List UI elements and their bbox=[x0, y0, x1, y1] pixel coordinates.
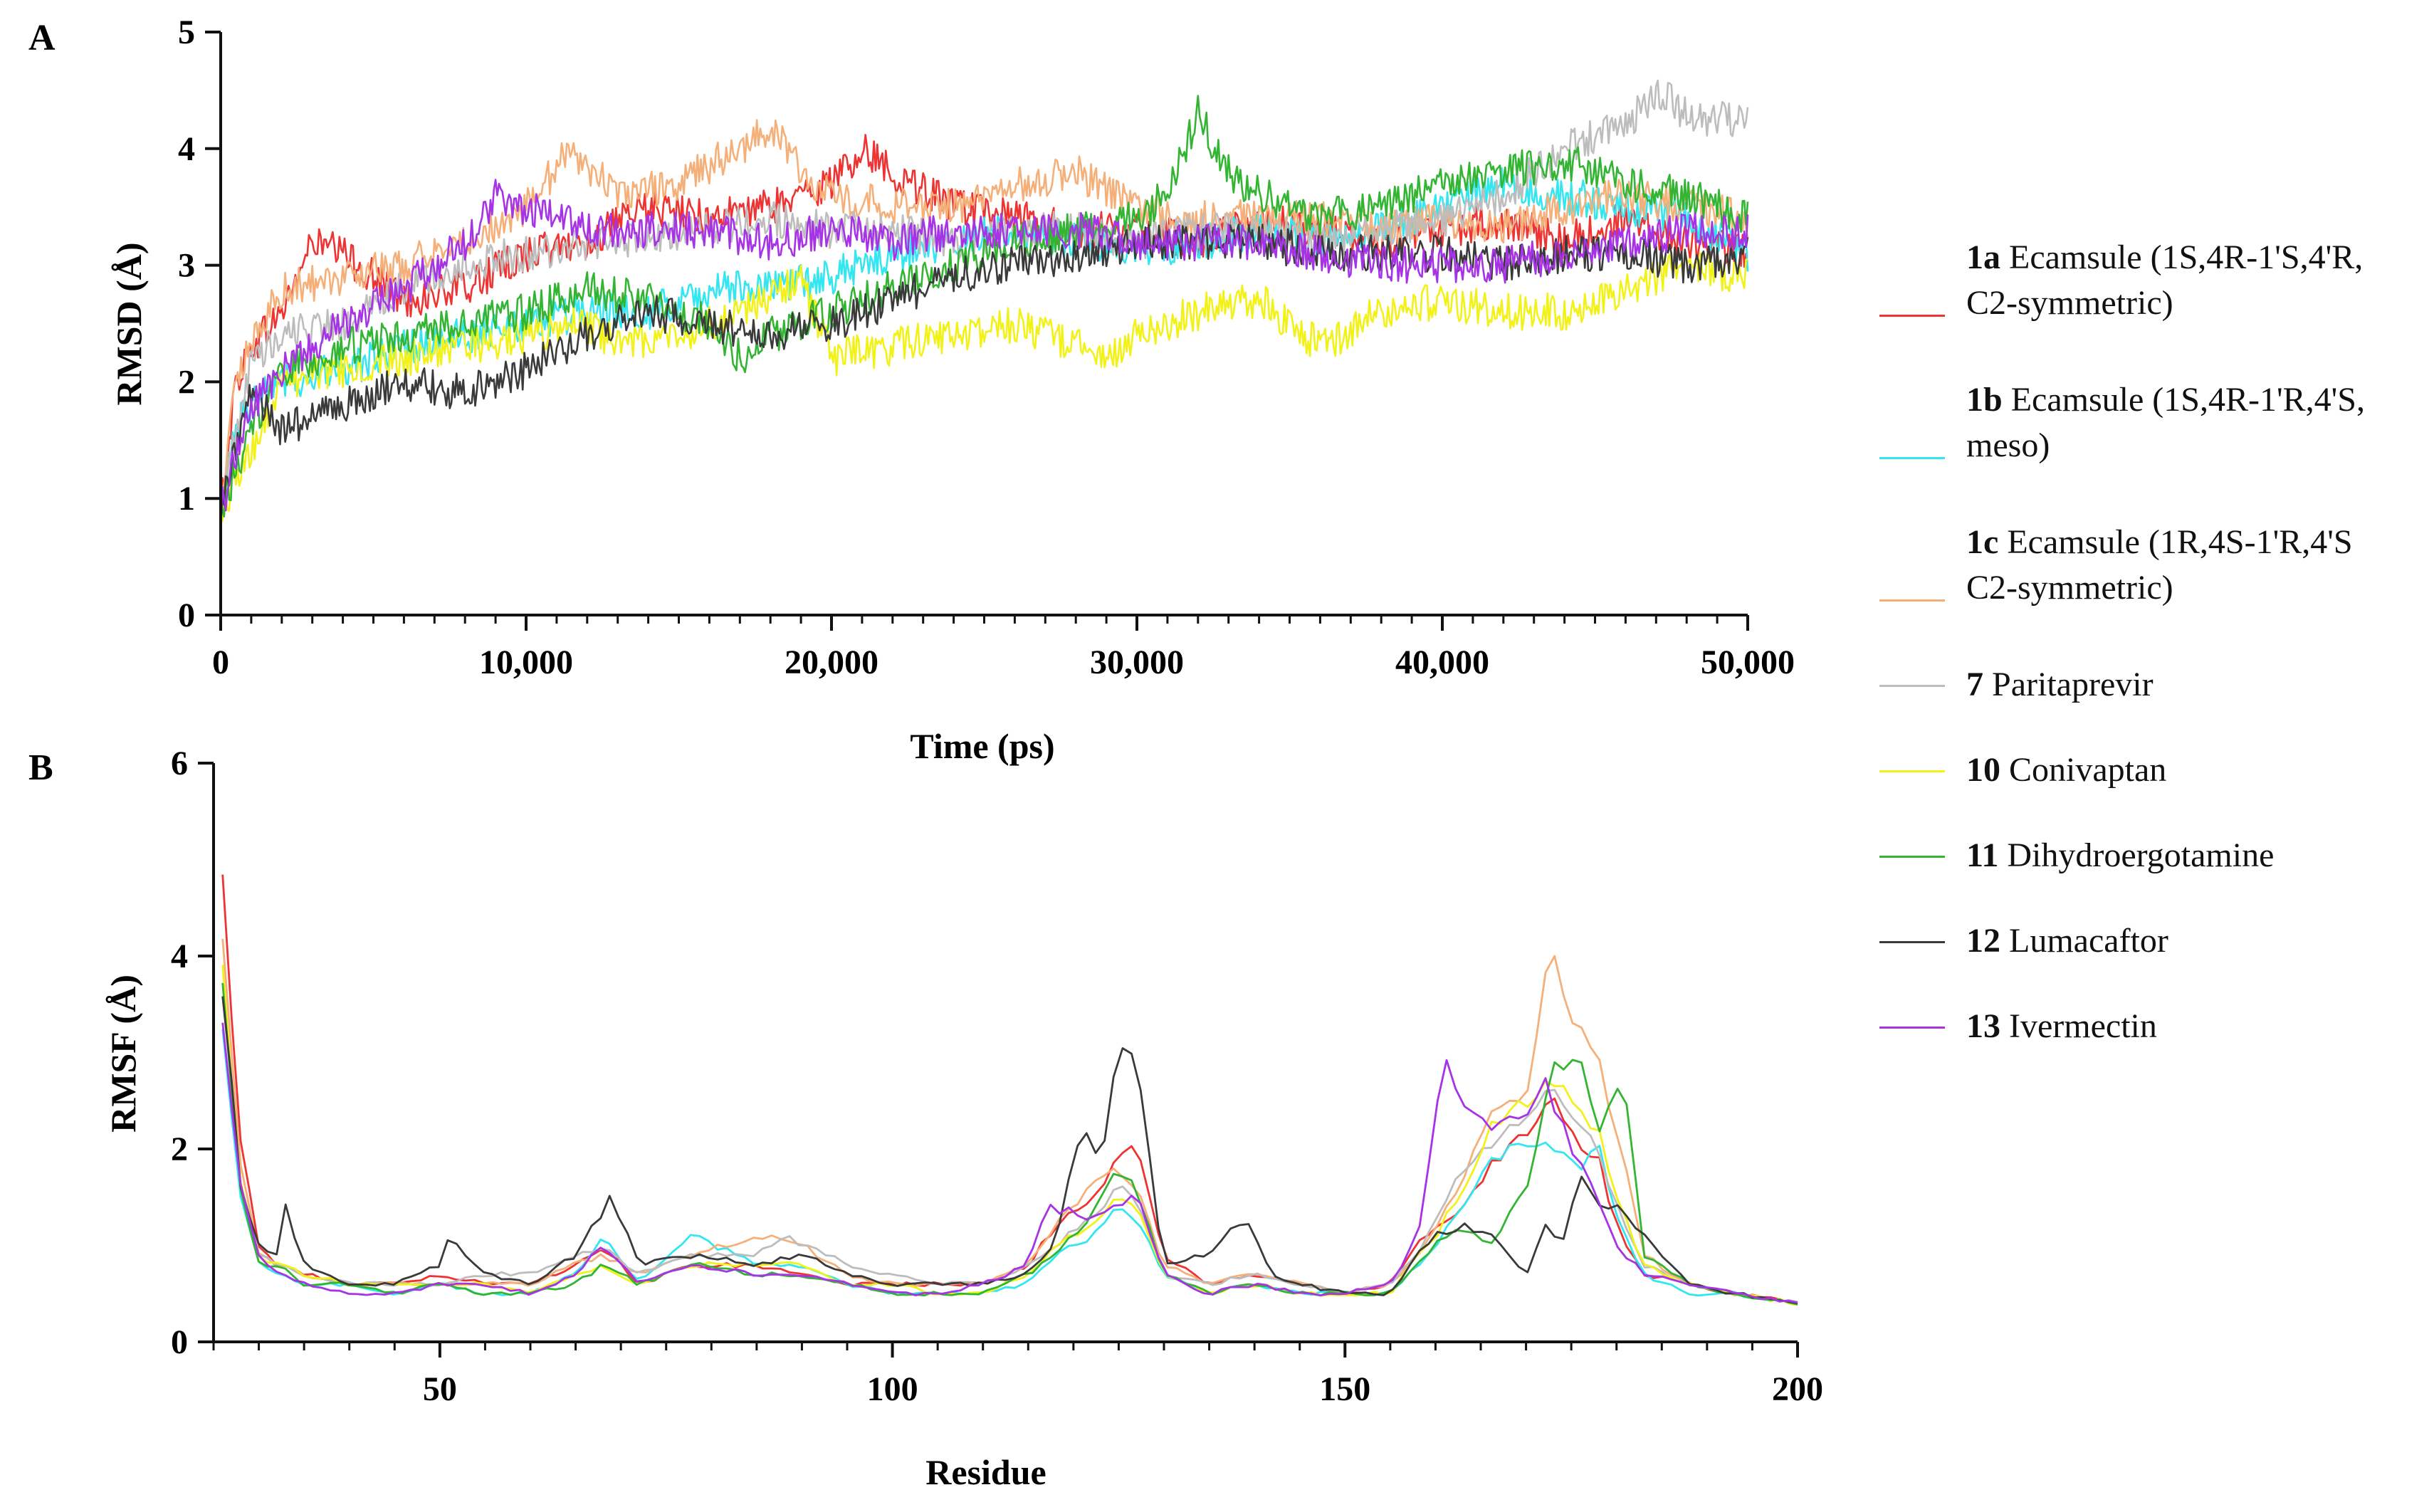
series-line-12 bbox=[221, 996, 1798, 1305]
series-line-13 bbox=[221, 1022, 1798, 1304]
legend-compound-number: 11 bbox=[1966, 836, 1999, 874]
series-line-10 bbox=[219, 249, 1748, 523]
y-tick-label: 6 bbox=[171, 745, 188, 782]
legend-item-11: 11 Dihydroergotamine bbox=[1865, 833, 2428, 878]
x-tick-label: 200 bbox=[1772, 1370, 1823, 1408]
legend-compound-number: 1b bbox=[1966, 381, 2003, 419]
x-tick-label: 100 bbox=[867, 1370, 918, 1408]
rmsf-x-label: Residue bbox=[925, 1452, 1046, 1492]
legend-compound-name: Ecamsule (1S,4R-1'R,4'S, bbox=[2002, 381, 2365, 419]
legend-swatch bbox=[1879, 315, 1945, 317]
legend-swatch bbox=[1879, 1027, 1945, 1029]
rmsd-y-label: RMSD (Å) bbox=[109, 242, 149, 405]
legend-compound-name: Lumacaftor bbox=[2000, 922, 2168, 960]
series-line-7 bbox=[221, 996, 1798, 1303]
series-line-1a bbox=[221, 874, 1798, 1306]
legend-compound-note: C2-symmetric) bbox=[1966, 284, 2173, 322]
legend-compound-number: 1c bbox=[1966, 523, 1999, 561]
series-line-13 bbox=[219, 179, 1749, 525]
y-tick-label: 0 bbox=[178, 597, 195, 634]
rmsd-x-label: Time (ps) bbox=[910, 726, 1054, 766]
rmsf-y-label: RMSF (Å) bbox=[103, 975, 143, 1133]
x-tick-label: 30,000 bbox=[1090, 644, 1184, 681]
x-tick-label: 50 bbox=[423, 1370, 457, 1408]
y-tick-label: 2 bbox=[171, 1130, 188, 1168]
legend-item-1a: 1a Ecamsule (1S,4R-1'S,4'R, C2-symmetric) bbox=[1865, 235, 2428, 326]
legend-swatch bbox=[1879, 685, 1945, 687]
legend-compound-note: meso) bbox=[1966, 426, 2050, 464]
x-tick-label: 50,000 bbox=[1701, 644, 1795, 681]
y-tick-label: 1 bbox=[178, 480, 195, 518]
legend-swatch bbox=[1879, 941, 1945, 943]
legend-swatch bbox=[1879, 457, 1945, 459]
x-tick-label: 10,000 bbox=[479, 644, 573, 681]
legend-item-1b: 1b Ecamsule (1S,4R-1'R,4'S, meso) bbox=[1865, 377, 2428, 468]
series-line-7 bbox=[219, 79, 1749, 498]
legend-item-10: 10 Conivaptan bbox=[1865, 747, 2428, 793]
rmsd-ticks: 0 1 2 3 4 5 0 10,000 20,000 30,000 40,000 50,000 bbox=[178, 14, 1795, 681]
legend-swatch bbox=[1879, 599, 1945, 602]
legend-compound-name: Dihydroergotamine bbox=[1998, 836, 2275, 874]
y-tick-label: 4 bbox=[171, 938, 188, 975]
legend-compound-number: 7 bbox=[1966, 666, 1983, 703]
legend-swatch bbox=[1879, 770, 1945, 772]
y-tick-label: 5 bbox=[178, 14, 195, 51]
rmsf-series-group bbox=[221, 874, 1798, 1306]
legend-swatch bbox=[1879, 856, 1945, 858]
legend-compound-name: Paritaprevir bbox=[1983, 666, 2154, 703]
y-tick-label: 0 bbox=[171, 1323, 188, 1361]
x-tick-label: 0 bbox=[212, 644, 229, 681]
legend-compound-name: Ecamsule (1S,4R-1'S,4'R, bbox=[2000, 238, 2364, 276]
rmsd-series-group bbox=[219, 79, 1749, 527]
legend-item-13: 13 Ivermectin bbox=[1865, 1004, 2428, 1049]
series-line-11 bbox=[219, 95, 1749, 518]
legend-compound-name: Ivermectin bbox=[2000, 1007, 2157, 1045]
legend-compound-note: C2-symmetric) bbox=[1966, 569, 2173, 607]
panel-label-a: A bbox=[28, 18, 56, 58]
legend-item-7: 7 Paritaprevir bbox=[1865, 662, 2428, 708]
x-tick-label: 20,000 bbox=[785, 644, 878, 681]
rmsf-ticks: 0 2 4 6 50 100 150 200 bbox=[171, 745, 1823, 1408]
x-tick-label: 150 bbox=[1319, 1370, 1370, 1408]
panel-label-b: B bbox=[28, 747, 53, 788]
legend-compound-number: 12 bbox=[1966, 922, 2000, 960]
legend-compound-number: 10 bbox=[1966, 751, 2000, 789]
series-line-10 bbox=[221, 965, 1798, 1306]
legend-item-1c: 1c Ecamsule (1R,4S-1'R,4'S C2-symmetric) bbox=[1865, 520, 2428, 611]
legend-item-12: 12 Lumacaftor bbox=[1865, 918, 2428, 964]
y-tick-label: 4 bbox=[178, 130, 195, 168]
legend-compound-name: Conivaptan bbox=[2000, 751, 2167, 789]
legend-compound-name: Ecamsule (1R,4S-1'R,4'S bbox=[1998, 523, 2353, 561]
legend-compound-number: 13 bbox=[1966, 1007, 2000, 1045]
series-line-11 bbox=[221, 982, 1798, 1306]
series-line-1b bbox=[221, 1029, 1798, 1305]
rmsf-chart: 0 2 4 6 50 100 150 200 Residue RMSF (Å) bbox=[103, 745, 1823, 1492]
y-tick-label: 3 bbox=[178, 247, 195, 285]
legend-compound-number: 1a bbox=[1966, 238, 2000, 276]
x-tick-label: 40,000 bbox=[1395, 644, 1489, 681]
series-line-12 bbox=[219, 224, 1749, 527]
y-tick-label: 2 bbox=[178, 363, 195, 401]
rmsd-chart: 0 1 2 3 4 5 0 10,000 20,000 30,000 40,000 50,000 Ti… bbox=[109, 14, 1795, 766]
